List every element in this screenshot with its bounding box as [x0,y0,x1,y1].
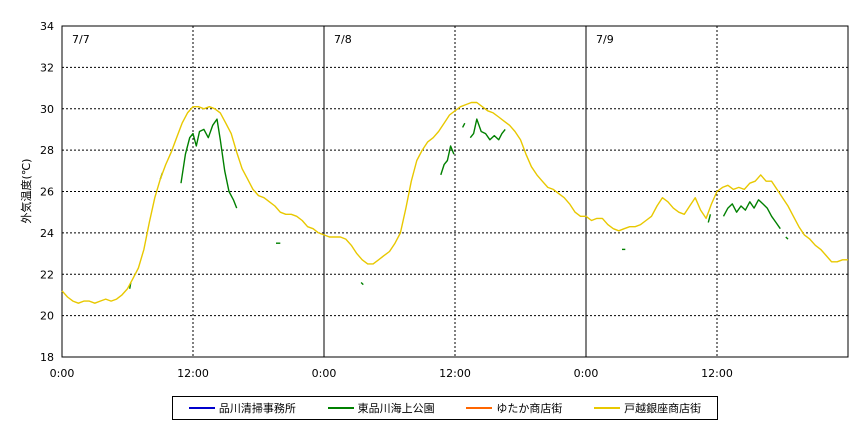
y-tick-label: 30 [40,103,54,116]
day-labels: 7/7 7/8 7/9 [72,33,614,46]
y-tick-label: 18 [40,351,54,364]
series-line-1 [461,122,466,128]
day-label: 7/9 [596,33,614,46]
y-tick-label: 24 [40,227,54,240]
legend-swatch [327,407,354,409]
day-label: 7/7 [72,33,90,46]
day-label: 7/8 [334,33,352,46]
series-line-1 [440,145,455,176]
legend: 品川清掃事務所 東品川海上公園 ゆたか商店街 戸越銀座商店街 [172,396,718,420]
series-line-3 [61,101,848,304]
legend-label: 東品川海上公園 [357,402,435,415]
legend-item: 東品川海上公園 [327,400,435,416]
x-tick-labels: 0:00 12:00 0:00 12:00 0:00 12:00 [50,367,733,380]
x-tick-label: 0:00 [312,367,337,380]
y-tick-label: 20 [40,310,54,323]
series-line-1 [722,199,781,230]
legend-item: 品川清掃事務所 [188,400,296,416]
y-tick-label: 32 [40,61,54,74]
x-tick-label: 12:00 [439,367,471,380]
y-tick-label: 34 [40,20,54,33]
series-line-1 [707,214,712,223]
series-line-1 [360,281,364,286]
series-line-1 [180,118,238,209]
legend-swatch [188,407,215,409]
y-tick-label: 22 [40,268,54,281]
y-tick-labels: 18 20 22 24 26 28 30 32 34 [40,20,54,364]
y-tick-label: 26 [40,186,54,199]
series-line-1 [785,236,789,240]
series-lines [61,101,848,304]
legend-item: ゆたか商店街 [466,400,562,416]
x-tick-label: 12:00 [177,367,209,380]
x-tick-label: 0:00 [574,367,599,380]
legend-item: 戸越銀座商店街 [594,400,701,416]
x-tick-label: 12:00 [701,367,733,380]
legend-swatch [466,407,493,409]
legend-label: 品川清掃事務所 [218,402,296,415]
legend-label: 戸越銀座商店街 [624,402,702,415]
x-tick-label: 0:00 [50,367,75,380]
y-axis-label: 外気温度(℃) [19,159,33,224]
y-tick-label: 28 [40,144,54,157]
legend-label: ゆたか商店街 [496,402,563,415]
legend-swatch [594,407,621,409]
series-line-1 [469,118,506,141]
